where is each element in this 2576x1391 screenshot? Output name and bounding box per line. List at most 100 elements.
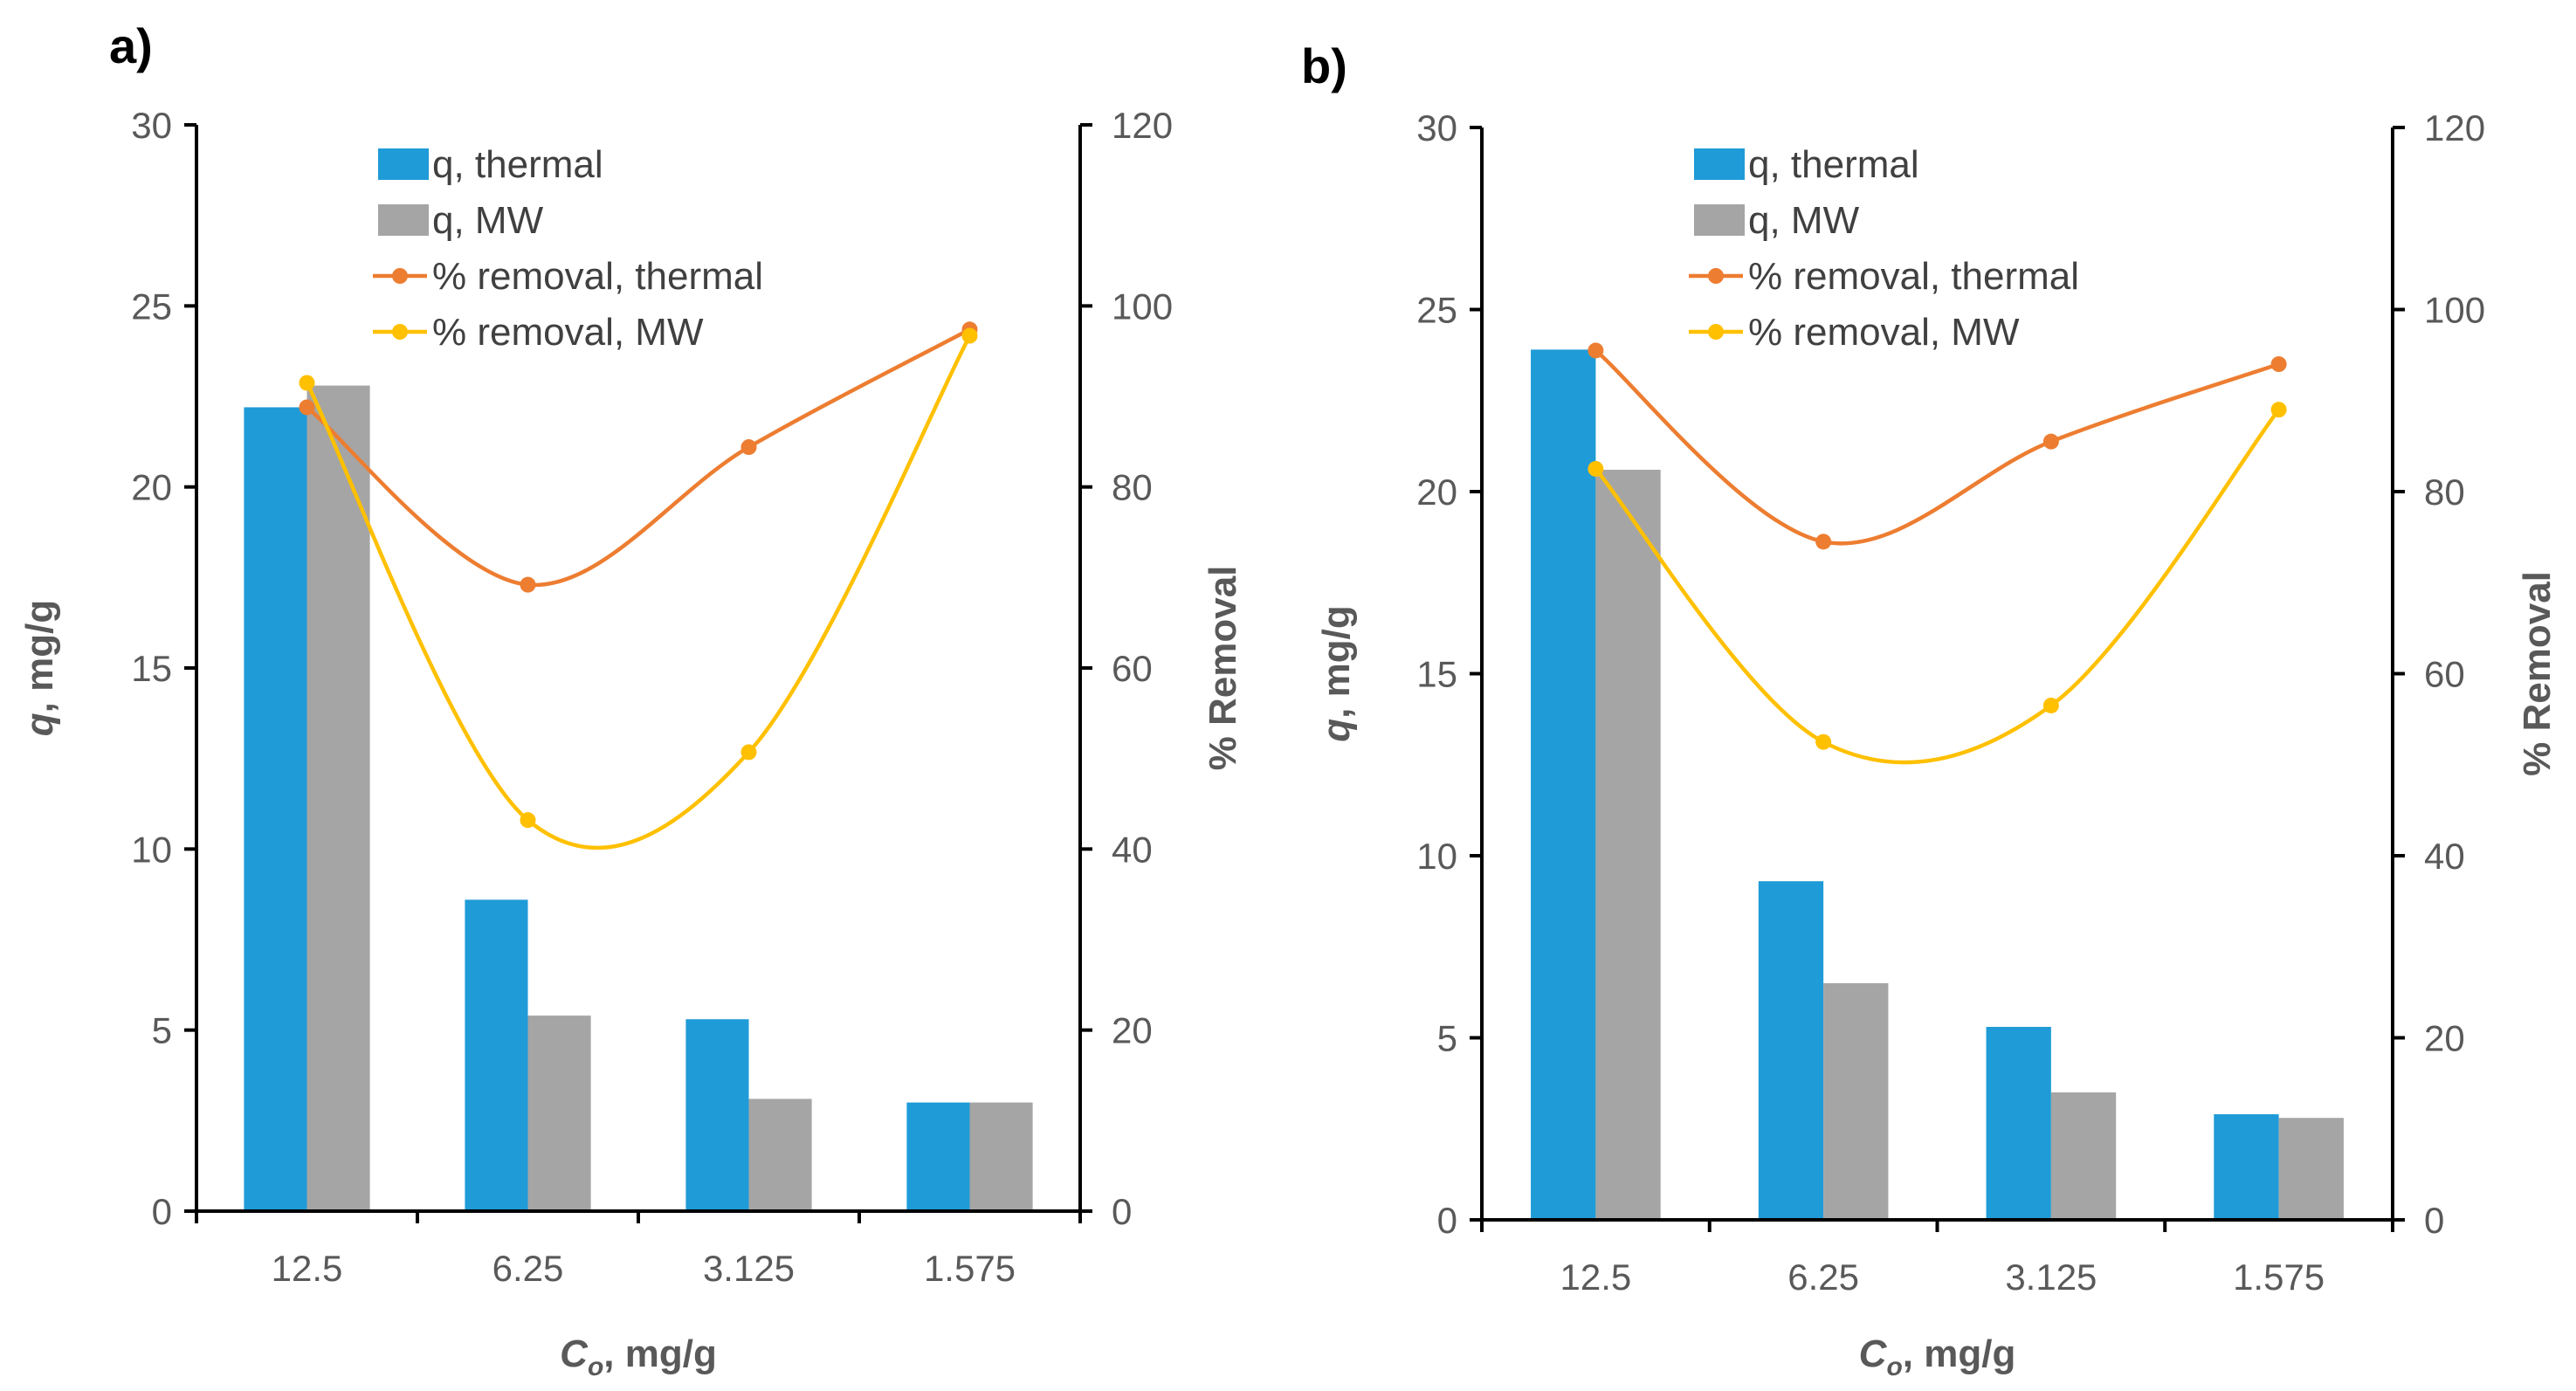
y2-tick-label: 100 (2424, 290, 2485, 331)
legend: q, thermal q, MW % removal, thermal % remov… (373, 143, 763, 354)
x-title-rest: , mg/g (1903, 1332, 2016, 1375)
legend-label--removal-mw: % removal, MW (432, 311, 704, 354)
bar-q-thermal-2 (685, 1019, 749, 1211)
y-tick-label: 30 (131, 105, 172, 146)
x-tick-label: 12.5 (272, 1248, 343, 1289)
y2-tick-label: 20 (2424, 1018, 2465, 1059)
point--removal-mw-3 (961, 327, 978, 344)
legend-label-q-thermal: q, thermal (1748, 143, 1919, 186)
point--removal-mw-0 (1588, 460, 1604, 477)
panel-label: b) (1301, 38, 1347, 93)
legend-marker--removal-mw (1708, 324, 1724, 340)
bar-q-mw-0 (307, 385, 370, 1211)
y-title-rest: , mg/g (18, 600, 61, 713)
legend: q, thermal q, MW % removal, thermal % remov… (1689, 143, 2079, 354)
point--removal-mw-2 (2042, 697, 2059, 713)
legend-swatch-q-mw (378, 204, 429, 236)
y2-tick-label: 40 (2424, 836, 2465, 877)
bar-q-mw-3 (969, 1102, 1033, 1211)
legend-swatch-q-thermal (1694, 148, 1745, 180)
bar-q-mw-2 (2050, 1092, 2117, 1220)
y-axis-title: q, mg/g (1315, 605, 1358, 741)
line--removal-thermal (306, 327, 971, 588)
y-tick-label: 20 (131, 467, 172, 508)
y-tick-label: 15 (131, 648, 172, 689)
point--removal-thermal-3 (2270, 356, 2287, 373)
point--removal-mw-1 (1815, 733, 1832, 750)
y2-axis-title: % Removal (1202, 566, 1244, 771)
x-tick-label: 3.125 (703, 1248, 795, 1289)
legend-label-q-mw: q, MW (432, 199, 544, 242)
bar-q-thermal-0 (1531, 349, 1596, 1220)
x-tick-label: 6.25 (1787, 1257, 1859, 1298)
bar-q-thermal-0 (244, 407, 307, 1211)
point--removal-thermal-0 (299, 399, 315, 416)
y-tick-label: 5 (1437, 1018, 1457, 1059)
x-tick-label: 1.575 (924, 1248, 1016, 1289)
bar-q-thermal-3 (906, 1102, 970, 1211)
x-tick-label: 12.5 (1560, 1257, 1632, 1298)
y2-tick-label: 60 (2424, 654, 2465, 695)
legend-label-q-mw: q, MW (1748, 199, 1860, 242)
bar-q-thermal-1 (465, 899, 528, 1211)
y-tick-label: 5 (152, 1010, 172, 1051)
y-tick-label: 10 (131, 829, 172, 870)
bar-q-mw-1 (1823, 982, 1889, 1220)
x-title-sub: o (588, 1353, 603, 1381)
bar-q-mw-0 (1595, 469, 1661, 1220)
legend-label--removal-thermal: % removal, thermal (432, 255, 763, 298)
bar-q-mw-1 (527, 1016, 591, 1211)
legend-label--removal-thermal: % removal, thermal (1748, 255, 2079, 298)
x-title-sub: o (1886, 1353, 1902, 1381)
bar-q-thermal-3 (2214, 1114, 2279, 1220)
bar-q-mw-3 (2278, 1118, 2344, 1220)
x-tick-label: 6.25 (492, 1248, 564, 1289)
y2-tick-label: 0 (1112, 1191, 1132, 1232)
line--removal-thermal (1594, 348, 2280, 546)
y2-tick-label: 20 (1112, 1010, 1153, 1051)
y-tick-label: 0 (152, 1191, 172, 1232)
bar-q-thermal-2 (1986, 1026, 2051, 1220)
y2-tick-label: 120 (1112, 105, 1173, 146)
panel-b: b) 0 5 10 15 20 25 30 0 20 40 60 80 100 120 12.5 6.25 3.1… (1301, 38, 2559, 1381)
x-axis-title: Co, mg/g (560, 1332, 717, 1381)
legend-marker--removal-thermal (1708, 268, 1724, 284)
point--removal-thermal-1 (520, 576, 536, 593)
y-tick-label: 30 (1416, 107, 1457, 148)
x-title-main: C (1859, 1332, 1888, 1375)
y-title-main: q (18, 713, 61, 736)
y-title-rest: , mg/g (1315, 605, 1358, 719)
point--removal-thermal-0 (1588, 342, 1604, 359)
legend-marker--removal-thermal (392, 268, 408, 284)
line--removal-mw (305, 334, 972, 850)
x-title-rest: , mg/g (603, 1332, 717, 1375)
x-tick-label: 1.575 (2233, 1257, 2325, 1298)
legend-label-q-thermal: q, thermal (432, 143, 603, 186)
point--removal-mw-1 (520, 812, 536, 829)
point--removal-mw-2 (740, 744, 757, 761)
point--removal-mw-3 (2270, 402, 2287, 418)
y2-tick-label: 60 (1112, 648, 1153, 689)
point--removal-thermal-2 (740, 439, 757, 456)
y-tick-label: 25 (131, 286, 172, 327)
line--removal-mw (1594, 408, 2281, 765)
y-axis-title: q, mg/g (18, 600, 61, 736)
y-tick-label: 15 (1416, 654, 1457, 695)
y2-tick-label: 80 (1112, 467, 1153, 508)
panel-label: a) (109, 18, 153, 73)
panel-a: a) 0 5 10 15 20 25 30 0 20 40 60 80 100 120 12.5 6.25 3.1… (18, 18, 1244, 1381)
legend-swatch-q-thermal (378, 148, 429, 180)
y-tick-label: 25 (1416, 290, 1457, 331)
y-tick-label: 20 (1416, 472, 1457, 513)
y-tick-label: 0 (1437, 1200, 1457, 1241)
y2-tick-label: 80 (2424, 472, 2465, 513)
legend-label--removal-mw: % removal, MW (1748, 311, 2020, 354)
x-axis-title: Co, mg/g (1859, 1332, 2016, 1381)
y2-tick-label: 120 (2424, 107, 2485, 148)
point--removal-thermal-2 (2042, 433, 2059, 450)
point--removal-thermal-1 (1815, 534, 1832, 550)
bar-q-mw-2 (748, 1098, 812, 1211)
point--removal-mw-0 (299, 375, 315, 391)
x-tick-label: 3.125 (2005, 1257, 2097, 1298)
